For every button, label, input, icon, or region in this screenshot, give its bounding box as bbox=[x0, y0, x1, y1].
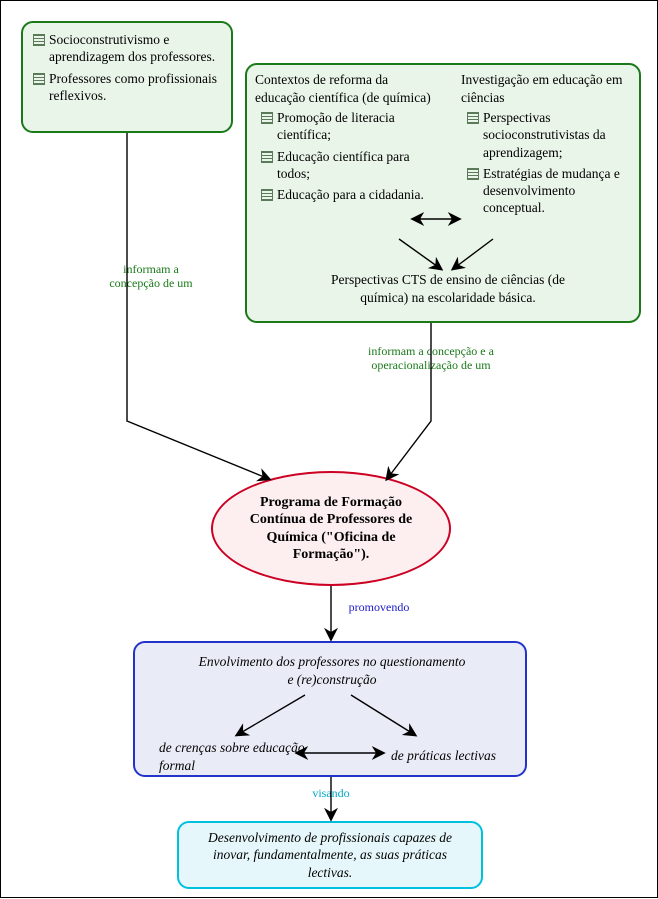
list-item: Socioconstrutivismo e aprendizagem dos p… bbox=[33, 31, 221, 66]
box-envolvimento: Envolvimento dos professores no question… bbox=[133, 641, 527, 777]
list-item: Promoção de literacia científica; bbox=[261, 109, 433, 144]
list-item: Perspectivas socioconstrutivistas da apr… bbox=[467, 109, 637, 161]
list-item: Estratégias de mudança e desenvolvimento… bbox=[467, 165, 637, 217]
label-informam-2: informam a concepção e a operacionalizaç… bbox=[351, 345, 511, 373]
box-socioconstrutivismo: Socioconstrutivismo e aprendizagem dos p… bbox=[21, 21, 233, 133]
list-item: Professores como profissionais reflexivo… bbox=[33, 70, 221, 105]
text-envolvimento-top: Envolvimento dos professores no question… bbox=[195, 653, 469, 688]
list-item: Educação para a cidadania. bbox=[261, 186, 433, 203]
ellipse-text: Programa de Formação Contínua de Profess… bbox=[241, 494, 421, 564]
text-desenvolvimento: Desenvolvimento de profissionais capazes… bbox=[195, 829, 465, 882]
list-item: Educação científica para todos; bbox=[261, 148, 433, 183]
text-perspectivas-cts: Perspectivas CTS de ensino de ciências (… bbox=[317, 271, 579, 306]
box-desenvolvimento: Desenvolvimento de profissionais capazes… bbox=[177, 821, 483, 889]
col-investigacao: Investigação em educação em ciências Per… bbox=[461, 71, 637, 221]
col-contextos-reforma: Contextos de reforma da educação científ… bbox=[255, 71, 433, 207]
heading-investigacao: Investigação em educação em ciências bbox=[461, 71, 637, 106]
label-informam-1: informam a concepção de um bbox=[107, 263, 195, 291]
label-visando: visando bbox=[303, 787, 359, 801]
label-promovendo: promovendo bbox=[339, 601, 419, 615]
list-contextos: Promoção de literacia científica; Educaç… bbox=[255, 109, 433, 203]
box-contextos: Contextos de reforma da educação científ… bbox=[245, 63, 641, 323]
text-crencas: de crenças sobre educação formal bbox=[159, 739, 309, 774]
heading-contextos: Contextos de reforma da educação científ… bbox=[255, 71, 433, 106]
text-praticas: de práticas lectivas bbox=[391, 747, 531, 765]
list-socioconstrutivismo: Socioconstrutivismo e aprendizagem dos p… bbox=[33, 31, 221, 104]
list-investigacao: Perspectivas socioconstrutivistas da apr… bbox=[461, 109, 637, 217]
ellipse-programa: Programa de Formação Contínua de Profess… bbox=[211, 471, 451, 586]
